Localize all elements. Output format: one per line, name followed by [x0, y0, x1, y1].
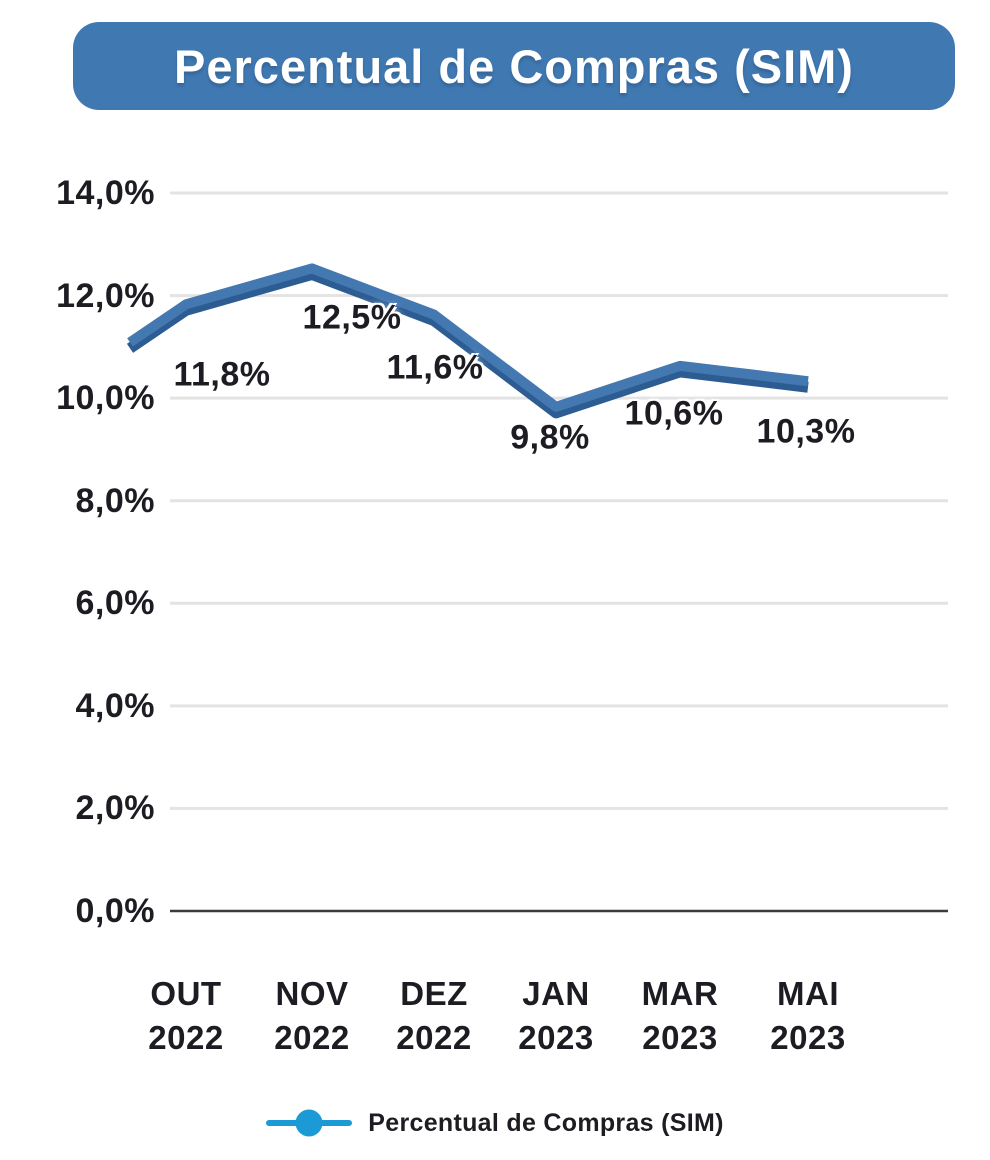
legend-label: Percentual de Compras (SIM) [368, 1108, 724, 1137]
x-tick-label-line: 2023 [770, 1019, 846, 1056]
x-tick-label-line: 2023 [642, 1019, 718, 1056]
x-tick-label: JAN 2023 [476, 972, 636, 1060]
x-tick-label-line: 2023 [518, 1019, 594, 1056]
legend-dot [295, 1109, 323, 1137]
x-tick-label-line: JAN [522, 975, 590, 1012]
data-label: 12,5% [302, 298, 402, 337]
legend-line-marker-icon [266, 1109, 353, 1137]
y-tick-label: 8,0% [75, 481, 155, 520]
x-tick-label-line: MAR [641, 975, 719, 1012]
y-tick-label: 0,0% [75, 892, 155, 930]
x-tick-label-line: 2022 [274, 1019, 350, 1056]
data-label: 10,3% [756, 412, 856, 451]
x-tick-label-line: DEZ [400, 975, 468, 1012]
chart-title-banner: Percentual de Compras (SIM) [73, 22, 955, 110]
data-label: 11,6% [386, 348, 484, 387]
data-label: 9,8% [510, 418, 590, 457]
y-tick-label: 2,0% [75, 789, 155, 828]
x-tick-label-line: NOV [275, 975, 349, 1012]
x-tick-label-line: OUT [150, 975, 222, 1012]
legend: Percentual de Compras (SIM) [0, 1098, 990, 1148]
x-tick-label: OUT 2022 [106, 972, 266, 1060]
y-tick-label: 14,0% [56, 174, 155, 212]
x-tick-label-line: MAI [777, 975, 839, 1012]
x-tick-label-line: 2022 [396, 1019, 472, 1056]
x-tick-label: MAI 2023 [728, 972, 888, 1060]
chart-title: Percentual de Compras (SIM) [174, 39, 854, 93]
series-line [127, 263, 809, 412]
x-tick-label-line: 2022 [148, 1019, 224, 1056]
data-label: 10,6% [624, 394, 724, 433]
data-label: 11,8% [173, 355, 271, 394]
y-tick-label: 12,0% [56, 276, 155, 315]
x-tick-label: DEZ 2022 [354, 972, 514, 1060]
x-tick-label: MAR 2023 [600, 972, 760, 1060]
y-tick-label: 6,0% [75, 584, 155, 623]
y-tick-label: 10,0% [56, 379, 155, 418]
y-tick-label: 4,0% [75, 686, 155, 725]
x-tick-label: NOV 2022 [232, 972, 392, 1060]
